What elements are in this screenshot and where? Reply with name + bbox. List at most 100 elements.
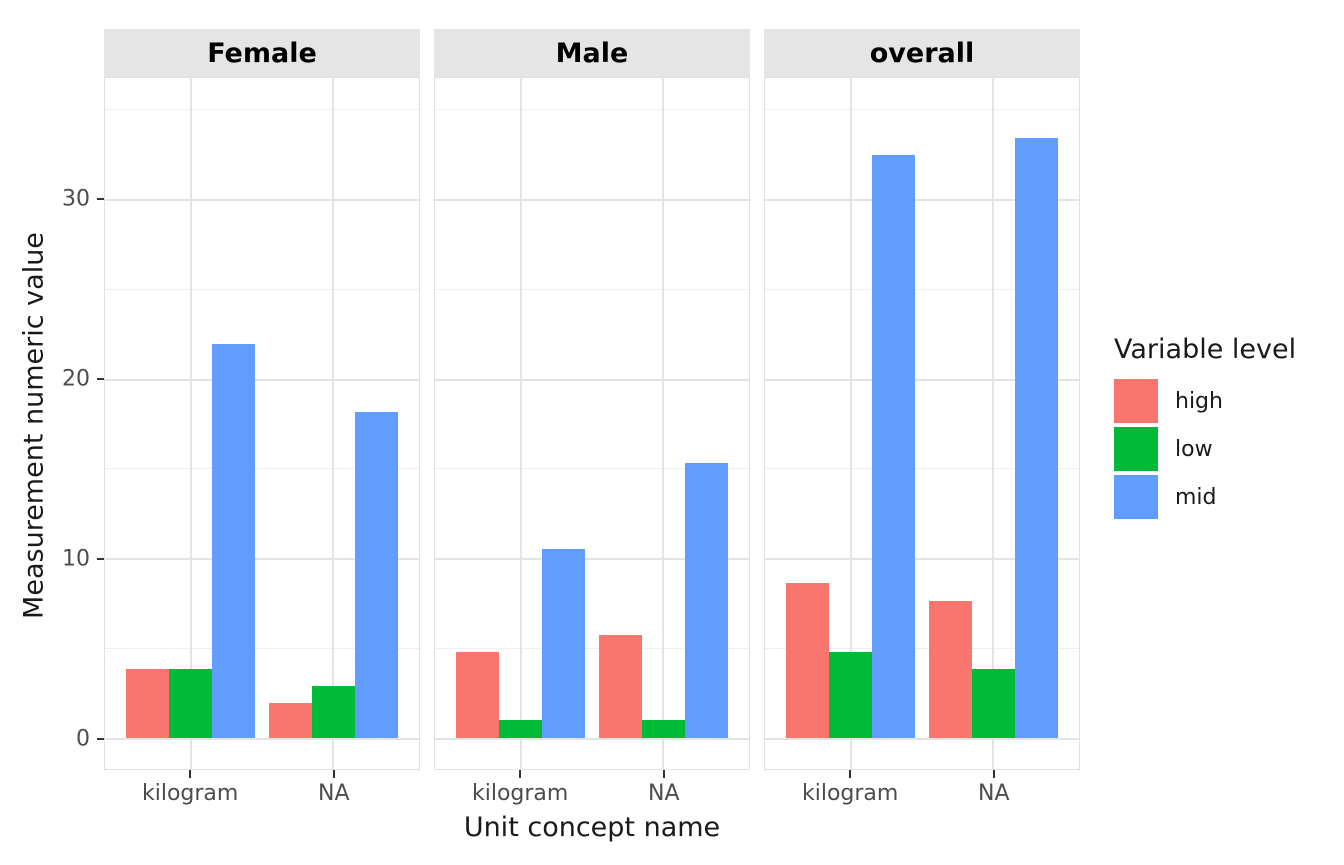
x-tick-mark <box>849 770 852 778</box>
facet-panels: Female kilogram NA Male kilogram NA overall kil… <box>104 29 1080 818</box>
gridline-vertical <box>849 78 852 769</box>
x-tick-mark <box>992 770 995 778</box>
bar-group-kilogram <box>786 78 915 738</box>
legend-label: low <box>1175 436 1213 462</box>
bar-mid <box>354 412 398 738</box>
bar-high <box>269 703 312 738</box>
gridline-minor <box>105 109 419 111</box>
gridline-minor <box>765 288 1079 290</box>
gridline-major <box>765 737 1079 740</box>
gridline-minor <box>435 109 749 111</box>
gridline-major <box>765 378 1079 381</box>
legend-entry-mid: mid <box>1114 475 1340 519</box>
facet-Female: Female kilogram NA <box>104 29 420 818</box>
y-tick-mark <box>97 377 104 380</box>
bar-high <box>786 583 830 738</box>
bar-low <box>499 720 543 738</box>
gridline-major <box>105 558 419 561</box>
bar-mid <box>542 549 585 738</box>
facet-strip-label: Male <box>434 29 750 77</box>
y-tick-mark <box>97 737 104 740</box>
x-tick-mark <box>189 770 192 778</box>
bar-low <box>311 686 355 738</box>
legend-entry-high: high <box>1114 379 1340 423</box>
gridline-major <box>765 558 1079 561</box>
plot-panel <box>104 77 420 770</box>
x-tick-mark <box>332 770 335 778</box>
legend-entries: high low mid <box>1114 379 1340 519</box>
legend-swatch <box>1114 379 1158 423</box>
bar-mid <box>684 463 728 738</box>
gridline-major <box>105 378 419 381</box>
gridline-vertical <box>662 78 665 769</box>
bar-high <box>126 669 170 738</box>
bar-mid <box>872 155 915 738</box>
x-tick-mark <box>662 770 665 778</box>
legend-swatch <box>1114 475 1158 519</box>
gridline-minor <box>105 647 419 649</box>
y-tick-label: 30 <box>62 186 90 211</box>
bar-group-kilogram <box>126 78 255 738</box>
gridline-minor <box>435 288 749 290</box>
facet-overall: overall kilogram NA <box>764 29 1080 818</box>
legend-entry-low: low <box>1114 427 1340 471</box>
x-tick-label: NA <box>978 781 1010 806</box>
gridline-minor <box>105 468 419 470</box>
x-axis-title: Unit concept name <box>463 812 721 843</box>
bar-low <box>169 669 213 738</box>
bar-high <box>456 651 500 738</box>
bar-low <box>829 651 873 738</box>
gridline-major <box>435 199 749 202</box>
bar-mid <box>1014 137 1058 738</box>
gridline-vertical <box>992 78 995 769</box>
gridline-minor <box>105 288 419 290</box>
gridline-major <box>435 378 749 381</box>
y-tick-label: 0 <box>76 726 90 751</box>
gridline-minor <box>765 647 1079 649</box>
y-tick-label: 20 <box>62 366 90 391</box>
facet-strip-label: Female <box>104 29 420 77</box>
gridline-vertical <box>519 78 522 769</box>
legend-label: mid <box>1175 484 1217 510</box>
facet-Male: Male kilogram NA <box>434 29 750 818</box>
legend: Variable level high low mid <box>1114 334 1340 523</box>
y-tick-mark <box>97 557 104 560</box>
y-tick-mark <box>97 197 104 200</box>
bar-group-kilogram <box>456 78 585 738</box>
x-tick-label: NA <box>648 781 680 806</box>
gridline-major <box>105 199 419 202</box>
gridline-minor <box>435 468 749 470</box>
plot-panel <box>434 77 750 770</box>
bar-high <box>929 600 972 738</box>
bar-low <box>971 669 1015 738</box>
x-axis: kilogram NA <box>104 770 420 818</box>
y-tick-label: 10 <box>62 546 90 571</box>
gridline-major <box>435 558 749 561</box>
gridline-major <box>105 737 419 740</box>
legend-label: high <box>1175 388 1223 414</box>
gridline-minor <box>765 109 1079 111</box>
legend-swatch <box>1114 427 1158 471</box>
gridline-vertical <box>189 78 192 769</box>
gridline-vertical <box>332 78 335 769</box>
x-tick-label: kilogram <box>141 781 239 806</box>
bar-high <box>599 634 642 738</box>
x-tick-label: kilogram <box>471 781 569 806</box>
plot-panel <box>764 77 1080 770</box>
bar-group-NA <box>929 78 1058 738</box>
gridline-major <box>435 737 749 740</box>
facet-strip-label: overall <box>764 29 1080 77</box>
gridline-major <box>765 199 1079 202</box>
bar-group-NA <box>599 78 728 738</box>
legend-title: Variable level <box>1114 334 1297 365</box>
gridline-minor <box>765 468 1079 470</box>
bar-group-NA <box>269 78 398 738</box>
x-axis: kilogram NA <box>764 770 1080 818</box>
x-tick-label: kilogram <box>801 781 899 806</box>
x-axis: kilogram NA <box>434 770 750 818</box>
gridline-minor <box>435 647 749 649</box>
x-tick-mark <box>519 770 522 778</box>
bar-low <box>641 720 685 738</box>
y-axis: 0 10 20 30 <box>0 77 104 770</box>
